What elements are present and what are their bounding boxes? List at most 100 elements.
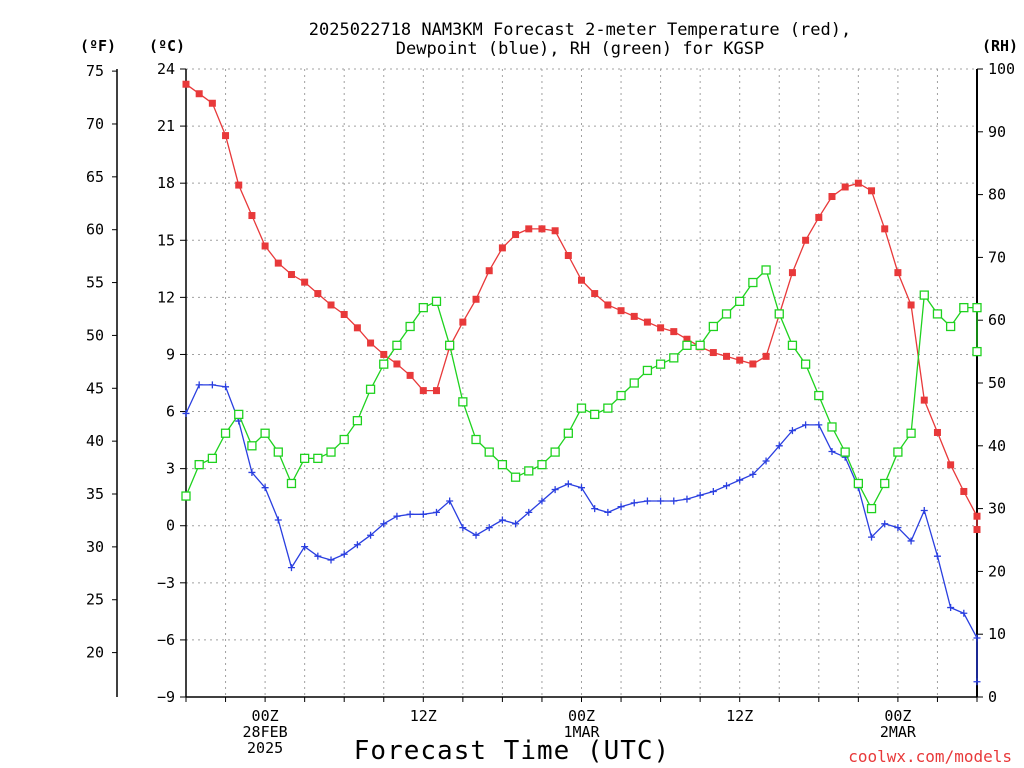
dewpoint-point [498,516,506,524]
dewpoint-point [894,524,902,532]
c-tick-label: 15 [157,231,175,249]
temperature-point [195,90,203,98]
rh-point [458,397,468,407]
f-tick-label: 60 [86,221,104,239]
x-tick-label: 12Z [410,707,437,725]
f-tick-label: 45 [86,379,104,397]
dewpoint-point [868,533,876,541]
temperature-point [327,301,335,309]
credit-text: coolwx.com/models [848,747,1012,766]
x-tick-label: 1MAR [563,723,600,741]
dewpoint-point [406,510,414,518]
temperature-point [933,428,941,436]
rh-point [365,384,376,394]
temperature-point [498,244,506,252]
rh-point [721,309,732,319]
rh-point [524,466,534,476]
dewpoint-point [933,552,941,560]
temperature-point [947,461,955,469]
rh-point [735,296,745,307]
temperature-point [683,335,691,343]
rh-tick-label: 70 [988,248,1006,266]
rh-point [392,340,402,350]
temperature-point [604,301,612,309]
dewpoint-point [393,512,401,520]
dewpoint-point [775,442,783,450]
dewpoint-point [709,487,717,495]
rh-point [352,416,363,426]
temperature-point [208,99,216,107]
temperature-point [578,276,585,284]
temperature-point [551,227,559,235]
temperature-point [802,236,810,244]
f-tick-label: 55 [86,274,104,292]
dewpoint-point [301,543,309,551]
rh-tick-label: 20 [988,562,1006,580]
dewpoint-point [367,531,375,539]
f-tick-label: 50 [86,326,104,344]
temperature-point [512,231,520,239]
temperature-point [973,512,981,520]
rh-point [590,409,600,420]
rh-point [339,434,349,445]
c-tick-label: 0 [166,517,175,535]
dewpoint-point [525,508,533,516]
temperature-point [881,225,889,233]
x-tick-label: 2025 [247,739,283,757]
dewpoint-point [788,427,796,435]
rh-point [497,459,508,470]
x-axis-label: Forecast Time (UTC) [354,736,670,766]
dewpoint-point [591,505,599,513]
dewpoint-point [314,552,322,560]
temperature-point [723,352,731,360]
dewpoint-point [538,497,546,505]
rh-point [945,321,956,332]
temperature-point [248,212,256,220]
dewpoint-point [696,491,704,499]
rh-point [247,441,257,451]
c-tick-label: 3 [166,460,175,478]
fahrenheit-unit-label: (ºF) [80,37,116,55]
temperature-point [419,387,427,395]
rh-point [695,340,705,350]
temperature-point [630,312,638,320]
temperature-point [868,187,876,195]
dewpoint-point [432,508,440,516]
rh-tick-label: 10 [988,625,1006,643]
temperature-point [393,360,401,368]
dewpoint-point [617,503,625,511]
temperature-point [736,356,744,364]
rh-point [655,359,666,369]
dewpoint-point [973,678,981,686]
x-tick-label: 28FEB [243,723,288,741]
rh-point [234,409,244,420]
series-layer [181,80,982,686]
rh-point [510,472,521,482]
temperature-point [406,371,414,379]
grid-lines [186,68,978,698]
f-tick-label: 70 [86,115,104,133]
f-tick-label: 30 [86,538,104,556]
dewpoint-point [881,520,889,528]
temperature-point [564,251,572,259]
rh-point [576,403,587,413]
f-tick-label: 40 [86,432,104,450]
temperature-point [960,487,968,495]
temperature-point [380,350,388,358]
dewpoint-point [274,516,282,524]
rh-point [313,453,323,464]
rh-point [207,453,218,464]
dewpoint-point [815,421,823,429]
dewpoint-point [248,468,256,476]
x-tick-label: 2MAR [880,723,917,741]
rh-point [181,491,191,501]
dewpoint-point [182,409,190,417]
c-tick-label: 12 [157,288,175,306]
dewpoint-point [512,520,520,528]
dewpoint-point [828,448,836,456]
dewpoint-point [459,524,467,532]
x-tick-label: 12Z [726,707,753,725]
dewpoint-point [485,524,493,532]
temperature-point [261,242,269,250]
temperature-point [432,387,440,395]
